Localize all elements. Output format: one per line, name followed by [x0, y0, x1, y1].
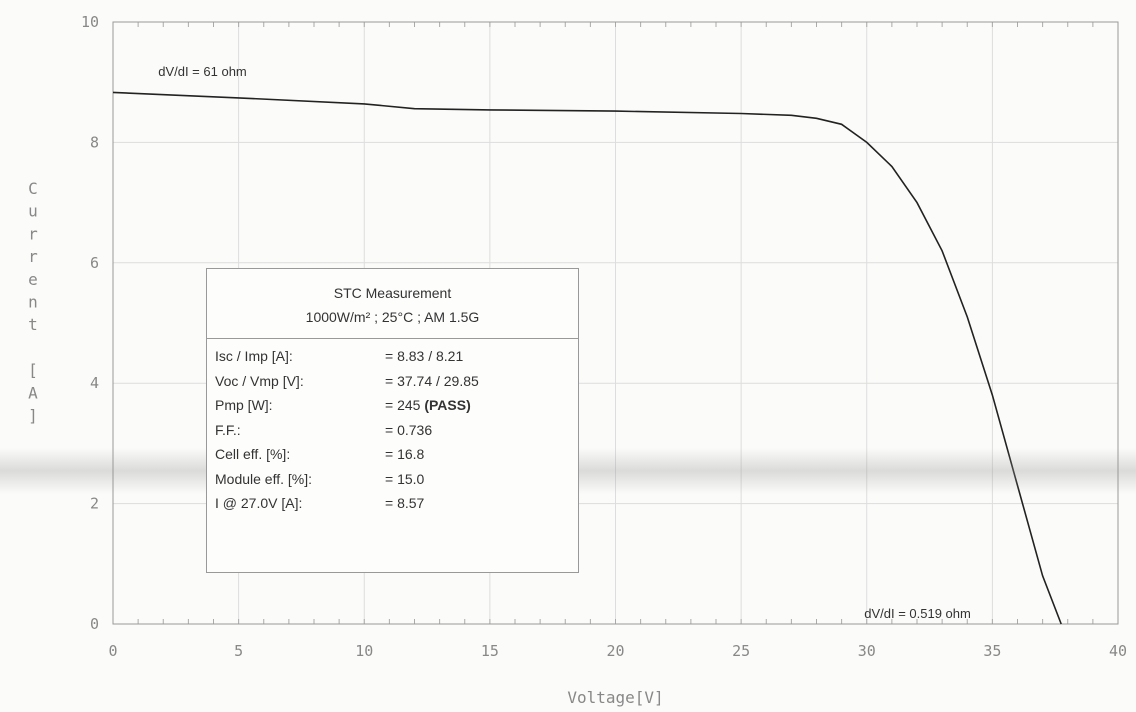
- stc-row-value: = 37.74 / 29.85: [385, 372, 479, 389]
- stc-title: STC Measurement: [333, 285, 452, 301]
- x-axis-title: Voltage[V]: [567, 688, 663, 707]
- stc-row: I @ 27.0V [A]: = 8.57: [215, 491, 578, 516]
- stc-row: Isc / Imp [A]: = 8.83 / 8.21: [215, 344, 578, 369]
- y-tick-label: 10: [81, 13, 99, 31]
- y-axis-title-char: u: [28, 202, 38, 221]
- stc-row-value: = 245 (PASS): [385, 397, 471, 413]
- y-axis-title-char: t: [28, 315, 38, 334]
- y-tick-labels: 0 2 4 6 8 10: [81, 13, 99, 633]
- y-axis-title-char: e: [28, 270, 38, 289]
- y-axis-title-char: n: [28, 293, 38, 312]
- stc-row-label: Voc / Vmp [V]:: [215, 372, 304, 389]
- stc-row-value: = 8.57: [385, 495, 425, 511]
- stc-rows: Isc / Imp [A]: = 8.83 / 8.21 Voc / Vmp [V]…: [207, 339, 578, 516]
- grid: [112, 22, 1119, 624]
- stc-row-label: I @ 27.0V [A]:: [215, 495, 303, 511]
- stc-header: STC Measurement 1000W/m² ; 25°C ; AM 1.5…: [207, 269, 578, 339]
- x-tick-label: 15: [481, 642, 499, 660]
- x-tick-label: 40: [1109, 642, 1127, 660]
- stc-row-label: F.F.:: [215, 421, 241, 438]
- curve-annotation: dV/dI = 0.519 ohm: [864, 606, 971, 621]
- stc-measurement-box: STC Measurement 1000W/m² ; 25°C ; AM 1.5…: [206, 268, 579, 573]
- y-axis-title-char: ]: [28, 406, 38, 425]
- y-axis-title-char: C: [28, 179, 38, 198]
- stc-pass-badge: (PASS): [420, 397, 471, 413]
- x-tick-labels: 0 5 10 15 20 25 30 35 40: [108, 642, 1127, 660]
- y-axis-title-char: [28, 338, 38, 357]
- stc-row-value: = 8.83 / 8.21: [385, 348, 464, 364]
- stc-row-value: = 0.736: [385, 421, 433, 438]
- stc-row: F.F.: = 0.736: [215, 418, 578, 443]
- stc-row-label: Pmp [W]:: [215, 397, 273, 413]
- y-axis-title-char: [: [28, 361, 38, 380]
- stc-row-label: Isc / Imp [A]:: [215, 348, 293, 364]
- y-tick-label: 4: [90, 374, 99, 392]
- y-tick-label: 0: [90, 615, 99, 633]
- y-axis-title-char: r: [28, 247, 38, 266]
- stc-row: Pmp [W]: = 245 (PASS): [215, 393, 578, 418]
- x-tick-label: 10: [355, 642, 373, 660]
- y-axis-title-char: A: [28, 383, 38, 402]
- y-tick-label: 8: [90, 133, 99, 151]
- y-tick-label: 2: [90, 495, 99, 513]
- iv-curve-line: [112, 91, 1062, 625]
- stc-row: Module eff. [%]: = 15.0: [215, 467, 578, 492]
- stc-row-label: Cell eff. [%]:: [215, 446, 291, 462]
- x-tick-label: 25: [732, 642, 750, 660]
- y-tick-label: 6: [90, 254, 99, 272]
- x-tick-label: 0: [108, 642, 117, 660]
- annotations: dV/dI = 61 ohm dV/dI = 0.519 ohm: [158, 64, 971, 621]
- x-tick-label: 20: [606, 642, 624, 660]
- stc-row-value: = 16.8: [385, 446, 425, 462]
- x-tick-label: 5: [234, 642, 243, 660]
- plot-frame: [112, 21, 1119, 625]
- x-tick-label: 35: [983, 642, 1001, 660]
- stc-row: Voc / Vmp [V]: = 37.74 / 29.85: [215, 369, 578, 394]
- y-axis-title-char: r: [28, 224, 38, 243]
- stc-conditions: 1000W/m² ; 25°C ; AM 1.5G: [305, 309, 480, 325]
- curve-annotation: dV/dI = 61 ohm: [158, 64, 247, 79]
- stc-row-value: = 15.0: [385, 470, 425, 487]
- x-tick-label: 30: [858, 642, 876, 660]
- stc-row: Cell eff. [%]: = 16.8: [215, 442, 578, 467]
- stc-row-label: Module eff. [%]:: [215, 470, 313, 487]
